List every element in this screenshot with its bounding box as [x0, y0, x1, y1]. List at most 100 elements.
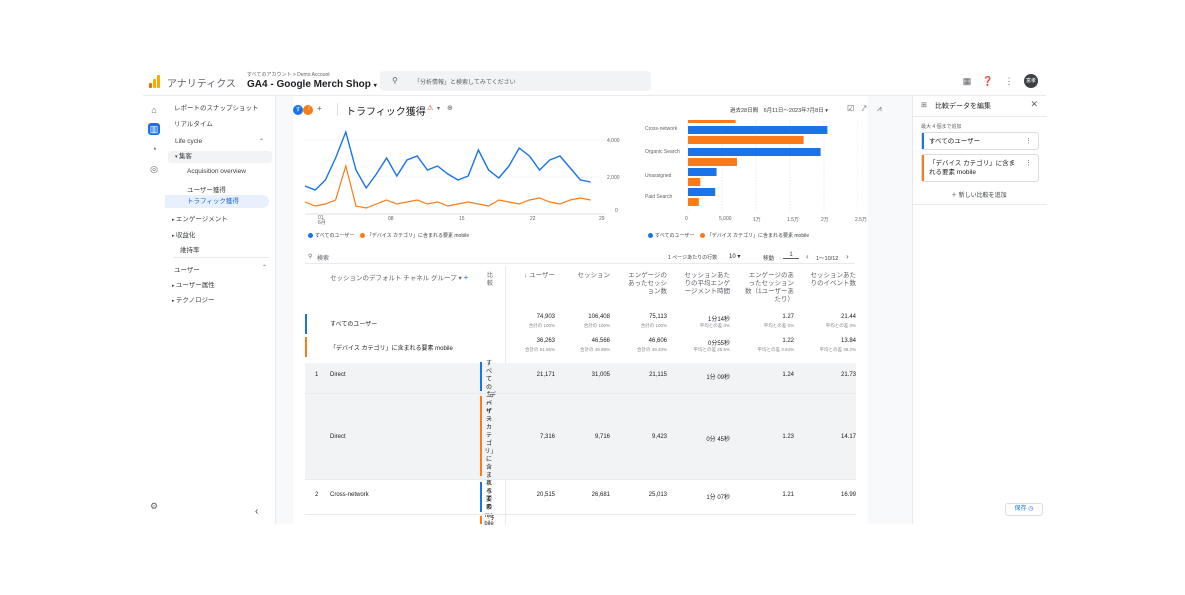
date-range-selector[interactable]: 過去28日間 6月11日～2023年7月8日 ▾ [730, 106, 828, 114]
bar-category-label: Paid Search [645, 194, 673, 200]
settings-icon[interactable]: ⚙ [149, 501, 159, 511]
table-cell: 1.24 [782, 372, 794, 378]
row-channel[interactable]: Direct [330, 434, 346, 440]
column-header-events-per-session[interactable]: セッションあたりのイベント数 [810, 272, 857, 287]
edit-report-icon[interactable]: ☑ [847, 104, 855, 113]
page-title: トラフィック獲得 [346, 107, 426, 118]
nav-user-section[interactable]: ユーザー [174, 267, 200, 274]
nav-retention[interactable]: 維持率 [180, 247, 200, 254]
add-comparison-icon[interactable]: + [317, 104, 322, 113]
card-label: 「デバイス カテゴリ」に含まれる要素 mobile [929, 160, 1016, 176]
nav-snapshot[interactable]: レポートのスナップショット [174, 105, 259, 112]
rows-per-page-select[interactable]: 10 ▾ [729, 253, 740, 260]
row-divider [305, 479, 856, 480]
legend-label: 「デバイス カテゴリ」に含まれる要素 mobile [706, 233, 810, 239]
chevron-up-icon: ⌃ [258, 139, 264, 145]
column-header-sessions[interactable]: セッション [577, 272, 611, 279]
bar-mobile[interactable] [688, 158, 737, 166]
share-icon[interactable]: ⤤ [862, 104, 867, 113]
total-subcell: 平均との差 3.94% [757, 347, 794, 352]
caret-right-icon: ▸ [172, 298, 176, 304]
legend-swatch [359, 233, 365, 239]
nav-traffic-acquisition[interactable]: トラフィック獲得 [165, 195, 269, 208]
grid-icon[interactable]: ▦ [962, 75, 972, 86]
row-channel[interactable]: Direct [330, 372, 346, 378]
apply-button[interactable]: 保存 ◷ [1005, 503, 1043, 516]
bar-all-users[interactable] [688, 168, 717, 176]
table-cell: 21,115 [649, 372, 667, 378]
compare-card-all[interactable]: すべてのユーザー ⋮ [921, 132, 1039, 150]
home-icon[interactable]: ⌂ [151, 105, 157, 115]
bar-mobile[interactable] [688, 178, 701, 186]
column-header-engaged-sessions[interactable]: エンゲージのあったセッション数 [628, 272, 667, 295]
help-icon[interactable]: ❓ [982, 75, 994, 86]
legend-label: すべてのユーザー [315, 233, 355, 239]
column-header-avg-engagement-time[interactable]: セッションあたりの平均エンゲージメント時間 [684, 272, 731, 295]
analytics-logo-icon[interactable] [149, 75, 161, 88]
compare-badge-mobile[interactable]: 「 [303, 105, 313, 115]
chevron-down-icon: ▾ [458, 275, 462, 282]
compare-card-mobile[interactable]: 「デバイス カテゴリ」に含まれる要素 mobile ⋮ [921, 154, 1039, 182]
row-channel[interactable]: Cross-network [330, 492, 369, 498]
search-input[interactable]: ⚲ 「分析情報」と検索してみてください [380, 71, 651, 91]
bar-mobile[interactable] [688, 136, 804, 144]
column-header-users[interactable]: ↓ ユーザー [524, 272, 555, 279]
insights-icon[interactable]: ⩘ [877, 104, 882, 113]
segment-bar-all [305, 314, 307, 334]
panel-divider [913, 204, 1047, 205]
nav-user-attributes-label: ユーザー属性 [175, 282, 215, 289]
bar-x-tick: 5,000 [719, 216, 732, 222]
nav-user-acquisition[interactable]: ユーザー獲得 [187, 187, 226, 194]
advertising-icon[interactable]: ◎ [150, 164, 158, 174]
date-range-label: 過去28日間 6月11日～2023年7月8日 [730, 108, 824, 114]
warning-icon[interactable]: ⚠ [427, 105, 434, 112]
bar-all-users[interactable] [688, 188, 716, 196]
column-header-engaged-per-user[interactable]: エンゲージのあったセッション数（1ユーザーあたり） [745, 272, 794, 303]
more-vert-icon[interactable]: ⋮ [1025, 160, 1032, 167]
total-cell: 36,263 [536, 338, 555, 344]
chevron-down-icon[interactable]: ▾ [437, 106, 441, 112]
nav-acquisition[interactable]: ▾ 集客 [168, 151, 272, 163]
table-cell: 7,316 [539, 434, 555, 440]
next-page-icon[interactable]: › [846, 252, 849, 261]
table-search-input[interactable]: 検索 [317, 256, 330, 262]
nav-realtime[interactable]: リアルタイム [174, 121, 213, 128]
brand-name: アナリティクス [167, 79, 236, 90]
nav-user-attributes[interactable]: ▸ ユーザー属性 [172, 279, 215, 289]
nav-monetization[interactable]: ▸ 収益化 [172, 229, 195, 239]
prev-page-icon[interactable]: ‹ [806, 252, 809, 261]
reports-icon[interactable]: ▥ [148, 123, 160, 135]
compare-badge-all[interactable]: す [293, 105, 303, 115]
bar-mobile-partial[interactable] [688, 120, 736, 123]
more-vert-icon[interactable]: ⋮ [1025, 138, 1032, 145]
bar-mobile[interactable] [688, 198, 699, 206]
more-vert-icon[interactable]: ⋮ [1004, 75, 1014, 86]
explore-icon[interactable]: ◔ [151, 144, 157, 154]
rows-per-page-label: 1 ページあたりの行数 [668, 255, 718, 261]
nav-acquisition-overview[interactable]: Acquisition overview [187, 168, 246, 175]
total-subcell: 合計の 51.65% [524, 347, 555, 352]
dimension-header[interactable]: セッションのデフォルト チャネル グループ ▾ + [330, 272, 468, 282]
y-tick: 0 [615, 208, 618, 214]
total-cell: 46,566 [591, 338, 610, 344]
breadcrumb[interactable]: すべてのアカウント > Demo Account [247, 72, 330, 78]
add-circle-icon[interactable]: ⊕ [447, 105, 453, 112]
total-subcell: 平均との差 0% [699, 323, 730, 328]
property-selector[interactable]: GA4 - Google Merch Shop ▾ [247, 79, 377, 90]
avatar[interactable]: 富孝 [1024, 74, 1038, 88]
caret-right-icon: ▸ [172, 217, 176, 223]
bar-all-users[interactable] [688, 126, 828, 134]
nav-engagement[interactable]: ▸ エンゲージメント [172, 213, 228, 223]
total-subcell: 合計の 100% [528, 323, 555, 328]
add-dimension-icon[interactable]: + [463, 273, 469, 282]
close-icon[interactable]: ✕ [1030, 99, 1038, 109]
nav-tech[interactable]: ▸ テクノロジー [172, 294, 215, 304]
add-comparison-button[interactable]: ＋ 新しい比較を追加 [951, 193, 1007, 199]
total-subcell: 合計の 49.98% [579, 347, 610, 352]
bar-all-users[interactable] [688, 148, 821, 156]
legend-label: すべてのユーザー [655, 233, 695, 239]
nav-lifecycle[interactable]: Life cycle ⌃ [168, 136, 272, 148]
goto-input[interactable]: 1 [783, 252, 799, 259]
compare-icon: ⊞ [921, 102, 927, 109]
collapse-icon[interactable]: ‹ [255, 506, 259, 517]
